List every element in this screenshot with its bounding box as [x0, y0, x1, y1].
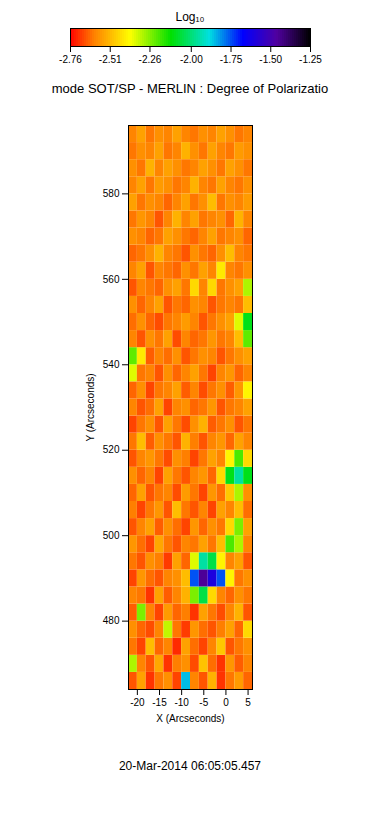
svg-text:-1.75: -1.75 [220, 54, 243, 65]
svg-text:-2.76: -2.76 [59, 54, 82, 65]
svg-text:-20: -20 [130, 697, 145, 708]
svg-text:X (Arcseconds): X (Arcseconds) [156, 713, 224, 724]
svg-text:500: 500 [103, 530, 120, 541]
html-text:20-Mar-2014 06:05:05.457: 20-Mar-2014 06:05:05.457 [118, 759, 261, 773]
svg-text:-2.00: -2.00 [180, 54, 203, 65]
svg-text:0: 0 [223, 697, 229, 708]
svg-text:-5: -5 [199, 697, 208, 708]
svg-text:-2.51: -2.51 [99, 54, 122, 65]
svg-text:-10: -10 [174, 697, 189, 708]
svg-text:-15: -15 [152, 697, 167, 708]
svg-text:-1.50: -1.50 [259, 54, 282, 65]
svg-text:-2.26: -2.26 [139, 54, 162, 65]
svg-text:520: 520 [103, 444, 120, 455]
svg-text:540: 540 [103, 359, 120, 370]
html-text:Log₁₀: Log₁₀ [175, 10, 205, 24]
svg-text:480: 480 [103, 615, 120, 626]
svg-text:580: 580 [103, 188, 120, 199]
svg-text:5: 5 [245, 697, 251, 708]
html-text:mode SOT/SP - MERLIN : Degree: mode SOT/SP - MERLIN : Degree of Polariz… [51, 81, 329, 96]
svg-text:Y (Arcseconds): Y (Arcseconds) [85, 373, 96, 441]
svg-text:-1.25: -1.25 [299, 54, 322, 65]
svg-text:560: 560 [103, 274, 120, 285]
